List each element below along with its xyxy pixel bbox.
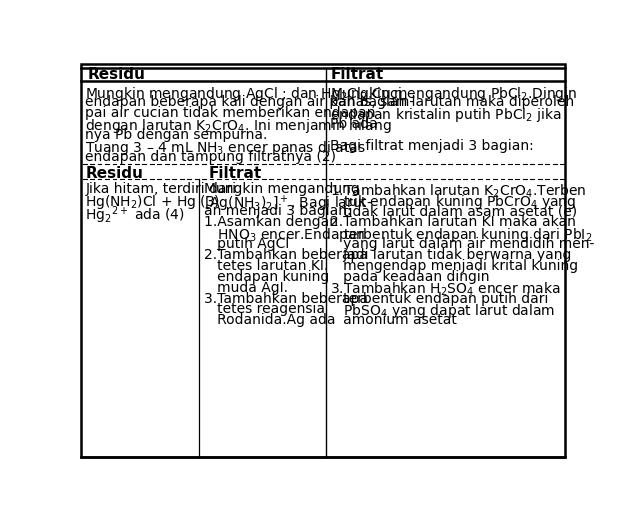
Text: jadi larutan tidak berwarna yang: jadi larutan tidak berwarna yang [330, 248, 571, 262]
Text: Mungkin mengandung: Mungkin mengandung [204, 182, 359, 196]
Text: PbSO$_4$ yang dapat larut dalam: PbSO$_4$ yang dapat larut dalam [330, 302, 555, 320]
Text: Hg(NH$_2$)Cl + Hg (3): Hg(NH$_2$)Cl + Hg (3) [85, 193, 220, 211]
Text: mengendap menjadi krital kuning: mengendap menjadi krital kuning [330, 259, 578, 273]
Text: Hg$_2$$^{2+}$ ada (4): Hg$_2$$^{2+}$ ada (4) [85, 204, 185, 226]
Text: 2.Tambahkan larutan KI maka akan: 2.Tambahkan larutan KI maka akan [330, 215, 575, 229]
Text: dengan larutan K$_2$CrO$_4$. Ini menjamin hilang: dengan larutan K$_2$CrO$_4$. Ini menjami… [85, 117, 392, 135]
Text: muda AgI.: muda AgI. [204, 281, 288, 295]
Text: amonium asetat: amonium asetat [330, 313, 457, 328]
Text: Mungkin mengandung AgCl ; dan Hg$_2$Cl$_2$.Cuci: Mungkin mengandung AgCl ; dan Hg$_2$Cl$_… [85, 85, 403, 103]
Text: terbentuk endapan kuning dari PbI$_2$: terbentuk endapan kuning dari PbI$_2$ [330, 226, 592, 244]
Text: tidak larut dalam asam asetat (e): tidak larut dalam asam asetat (e) [330, 204, 577, 218]
Text: kan bagian larutan maka diperoleh: kan bagian larutan maka diperoleh [330, 95, 574, 109]
Text: Filtrat: Filtrat [208, 166, 262, 181]
Text: 2.Tambahkan beberapa: 2.Tambahkan beberapa [204, 248, 368, 262]
Text: Tuang 3 – 4 mL NH$_3$ encer panas di atas: Tuang 3 – 4 mL NH$_3$ encer panas di ata… [85, 139, 366, 157]
Text: tetes larutan KI.: tetes larutan KI. [204, 259, 328, 273]
Text: Residu: Residu [85, 166, 143, 181]
Text: pada keadaan dingin: pada keadaan dingin [330, 270, 489, 284]
FancyBboxPatch shape [81, 64, 565, 457]
Text: putih AgCl: putih AgCl [204, 237, 289, 251]
Text: endapan kuning: endapan kuning [204, 270, 329, 284]
Text: 1.Tambahkan larutan K$_2$CrO$_4$.Terben: 1.Tambahkan larutan K$_2$CrO$_4$.Terben [330, 182, 586, 200]
Text: 3.Tambahkan H$_2$SO$_4$ encer maka: 3.Tambahkan H$_2$SO$_4$ encer maka [330, 281, 560, 298]
Text: Jika hitam, terdiri dari: Jika hitam, terdiri dari [85, 182, 237, 196]
Text: endapan dan tampung filtratnya (2): endapan dan tampung filtratnya (2) [85, 150, 336, 164]
Text: Bagi filtrat menjadi 3 bagian:: Bagi filtrat menjadi 3 bagian: [330, 139, 533, 153]
Text: [Ag(NH$_3$)$_2$]$^+$. Bagi larut-: [Ag(NH$_3$)$_2$]$^+$. Bagi larut- [204, 193, 372, 214]
Text: 1.Asamkan dengan: 1.Asamkan dengan [204, 215, 338, 229]
Text: endapan beberapa kali dengan air panas, sam-: endapan beberapa kali dengan air panas, … [85, 95, 415, 109]
Text: HNO$_3$ encer.Endapan: HNO$_3$ encer.Endapan [204, 226, 365, 244]
Text: nya Pb dengan sempurna.: nya Pb dengan sempurna. [85, 128, 268, 142]
Text: 3.Tambahkan beberapa: 3.Tambahkan beberapa [204, 292, 368, 305]
Text: Pb ada: Pb ada [330, 117, 377, 132]
Text: an menjadi 3 bagian:: an menjadi 3 bagian: [204, 204, 351, 218]
Text: yang larut dalam air mendidih men-: yang larut dalam air mendidih men- [330, 237, 594, 251]
Text: Residu: Residu [88, 67, 146, 83]
Text: tuk endapan kuning PbCrO$_4$ yang: tuk endapan kuning PbCrO$_4$ yang [330, 193, 576, 211]
Text: Mungkin mengandung PbCl$_2$.Dingin: Mungkin mengandung PbCl$_2$.Dingin [330, 85, 577, 103]
Text: terbentuk endapan putih dari: terbentuk endapan putih dari [330, 292, 548, 305]
Text: Filtrat: Filtrat [331, 67, 384, 83]
Text: endapan kristalin putih PbCl$_2$ jika: endapan kristalin putih PbCl$_2$ jika [330, 106, 562, 124]
Text: pai air cucian tidak memberikan endapan: pai air cucian tidak memberikan endapan [85, 106, 375, 120]
Text: Rodanida.Ag ada: Rodanida.Ag ada [204, 313, 335, 328]
Text: tetes reagensia: tetes reagensia [204, 302, 324, 316]
